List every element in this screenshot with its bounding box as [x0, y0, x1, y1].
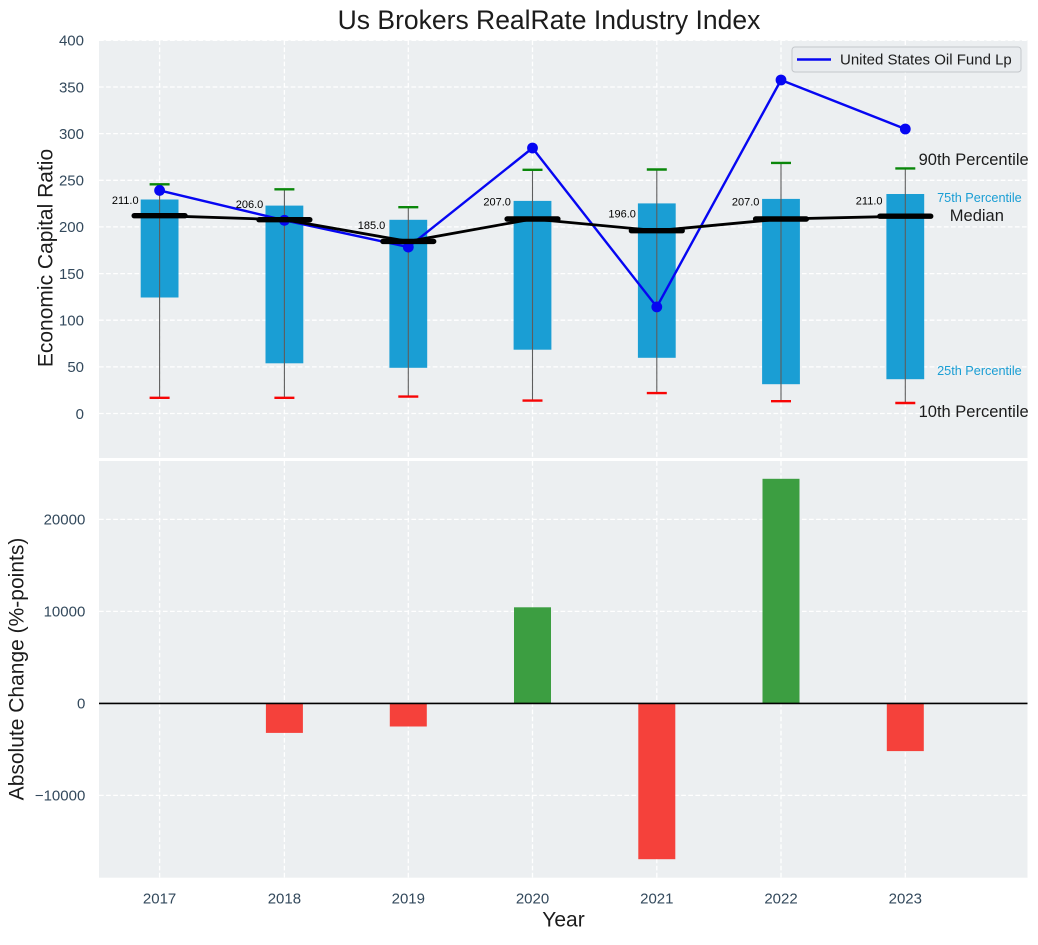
svg-text:350: 350 [59, 79, 84, 96]
svg-text:United States Oil Fund Lp: United States Oil Fund Lp [840, 52, 1012, 69]
svg-text:185.0: 185.0 [358, 220, 386, 232]
svg-text:10000: 10000 [44, 604, 86, 621]
svg-text:75th Percentile: 75th Percentile [937, 191, 1022, 205]
svg-text:200: 200 [59, 219, 84, 236]
svg-text:20000: 20000 [44, 512, 86, 529]
svg-text:207.0: 207.0 [732, 197, 760, 209]
svg-text:150: 150 [59, 266, 84, 283]
svg-text:10th Percentile: 10th Percentile [919, 403, 1029, 421]
svg-text:206.0: 206.0 [236, 199, 264, 211]
svg-text:196.0: 196.0 [608, 209, 636, 221]
svg-text:100: 100 [59, 313, 84, 330]
svg-text:Year: Year [542, 909, 584, 932]
svg-text:50: 50 [67, 359, 84, 376]
svg-text:2019: 2019 [392, 891, 425, 908]
svg-text:Median: Median [950, 207, 1004, 225]
svg-text:2022: 2022 [764, 891, 797, 908]
svg-text:211.0: 211.0 [112, 195, 139, 207]
svg-text:400: 400 [59, 33, 84, 50]
svg-text:2017: 2017 [143, 891, 176, 908]
svg-text:300: 300 [59, 126, 84, 143]
svg-text:2020: 2020 [516, 891, 549, 908]
svg-text:25th Percentile: 25th Percentile [937, 364, 1022, 378]
svg-text:Us Brokers RealRate Industry I: Us Brokers RealRate Industry Index [338, 5, 761, 35]
svg-text:211.0: 211.0 [856, 195, 883, 207]
svg-text:90th Percentile: 90th Percentile [919, 151, 1029, 169]
svg-text:0: 0 [77, 696, 85, 713]
svg-text:2018: 2018 [268, 891, 301, 908]
svg-text:207.0: 207.0 [483, 197, 511, 209]
svg-text:2023: 2023 [889, 891, 922, 908]
svg-text:Absolute Change (%-points): Absolute Change (%-points) [5, 538, 28, 801]
svg-text:250: 250 [59, 173, 84, 190]
svg-text:Economic Capital Ratio: Economic Capital Ratio [35, 149, 58, 367]
svg-text:2021: 2021 [640, 891, 673, 908]
svg-text:−10000: −10000 [35, 788, 85, 805]
svg-text:0: 0 [76, 406, 84, 423]
